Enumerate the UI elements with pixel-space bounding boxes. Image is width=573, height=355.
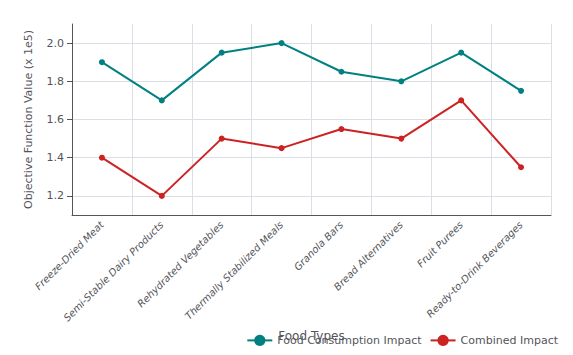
svg-text:Food Consumption Impact: Food Consumption Impact bbox=[277, 334, 422, 347]
svg-text:Rehydrated Vegetables: Rehydrated Vegetables bbox=[135, 219, 226, 310]
svg-text:Combined Impact: Combined Impact bbox=[461, 334, 559, 347]
svg-text:Objective Function Value (x 1e: Objective Function Value (x 1e5) bbox=[22, 30, 35, 209]
svg-text:Bread Alternatives: Bread Alternatives bbox=[332, 219, 405, 292]
svg-text:Ready-to-Drink Beverages: Ready-to-Drink Beverages bbox=[424, 219, 524, 319]
svg-text:Thermally Stabilized Meals: Thermally Stabilized Meals bbox=[183, 219, 285, 321]
svg-text:Fruit Purees: Fruit Purees bbox=[415, 219, 465, 269]
svg-text:Semi-Stable Dairy Products: Semi-Stable Dairy Products bbox=[61, 219, 165, 323]
svg-text:1.4: 1.4 bbox=[47, 151, 65, 164]
svg-text:2.0: 2.0 bbox=[47, 37, 65, 50]
svg-text:Freeze-Dried Meat: Freeze-Dried Meat bbox=[32, 219, 106, 292]
svg-text:1.2: 1.2 bbox=[47, 189, 65, 202]
svg-text:Granola Bars: Granola Bars bbox=[292, 219, 346, 273]
svg-text:1.6: 1.6 bbox=[47, 113, 65, 126]
svg-text:1.8: 1.8 bbox=[47, 75, 65, 88]
